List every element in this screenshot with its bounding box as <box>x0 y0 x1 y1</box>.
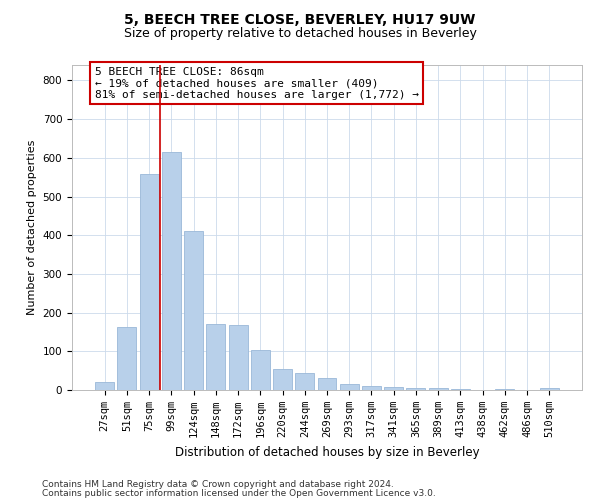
X-axis label: Distribution of detached houses by size in Beverley: Distribution of detached houses by size … <box>175 446 479 458</box>
Bar <box>429 388 448 390</box>
Text: Size of property relative to detached houses in Beverley: Size of property relative to detached ho… <box>124 28 476 40</box>
Bar <box>162 152 181 390</box>
Text: 5 BEECH TREE CLOSE: 86sqm
← 19% of detached houses are smaller (409)
81% of semi: 5 BEECH TREE CLOSE: 86sqm ← 19% of detac… <box>95 66 419 100</box>
Bar <box>206 324 225 390</box>
Bar <box>251 350 270 390</box>
Bar <box>496 389 514 390</box>
Text: Contains public sector information licensed under the Open Government Licence v3: Contains public sector information licen… <box>42 489 436 498</box>
Bar <box>295 374 314 390</box>
Text: Contains HM Land Registry data © Crown copyright and database right 2024.: Contains HM Land Registry data © Crown c… <box>42 480 394 489</box>
Y-axis label: Number of detached properties: Number of detached properties <box>27 140 37 315</box>
Bar <box>273 368 292 390</box>
Bar <box>406 388 425 390</box>
Bar <box>384 386 403 390</box>
Bar <box>118 327 136 390</box>
Bar <box>184 230 203 390</box>
Bar <box>95 382 114 390</box>
Bar <box>362 386 381 390</box>
Bar <box>540 388 559 390</box>
Bar <box>317 378 337 390</box>
Bar <box>451 389 470 390</box>
Bar <box>340 384 359 390</box>
Bar <box>229 325 248 390</box>
Bar <box>140 174 158 390</box>
Text: 5, BEECH TREE CLOSE, BEVERLEY, HU17 9UW: 5, BEECH TREE CLOSE, BEVERLEY, HU17 9UW <box>124 12 476 26</box>
